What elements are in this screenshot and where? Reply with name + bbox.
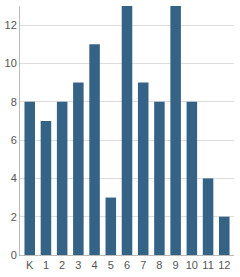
svg-text:4: 4 <box>92 259 98 271</box>
svg-text:10: 10 <box>186 259 198 271</box>
svg-text:6: 6 <box>11 134 17 146</box>
svg-text:8: 8 <box>11 96 17 108</box>
svg-text:11: 11 <box>202 259 213 271</box>
svg-text:2: 2 <box>11 211 17 223</box>
svg-text:3: 3 <box>75 259 81 271</box>
svg-text:10: 10 <box>5 57 17 69</box>
svg-text:K: K <box>26 259 34 271</box>
svg-text:2: 2 <box>59 259 65 271</box>
svg-text:6: 6 <box>124 259 130 271</box>
svg-text:9: 9 <box>173 259 179 271</box>
svg-text:8: 8 <box>156 259 162 271</box>
svg-text:1: 1 <box>43 259 49 271</box>
svg-text:7: 7 <box>140 259 146 271</box>
svg-text:0: 0 <box>11 249 17 261</box>
svg-text:12: 12 <box>5 19 17 31</box>
svg-text:4: 4 <box>11 172 17 184</box>
svg-text:5: 5 <box>108 259 114 271</box>
svg-text:12: 12 <box>218 259 230 271</box>
